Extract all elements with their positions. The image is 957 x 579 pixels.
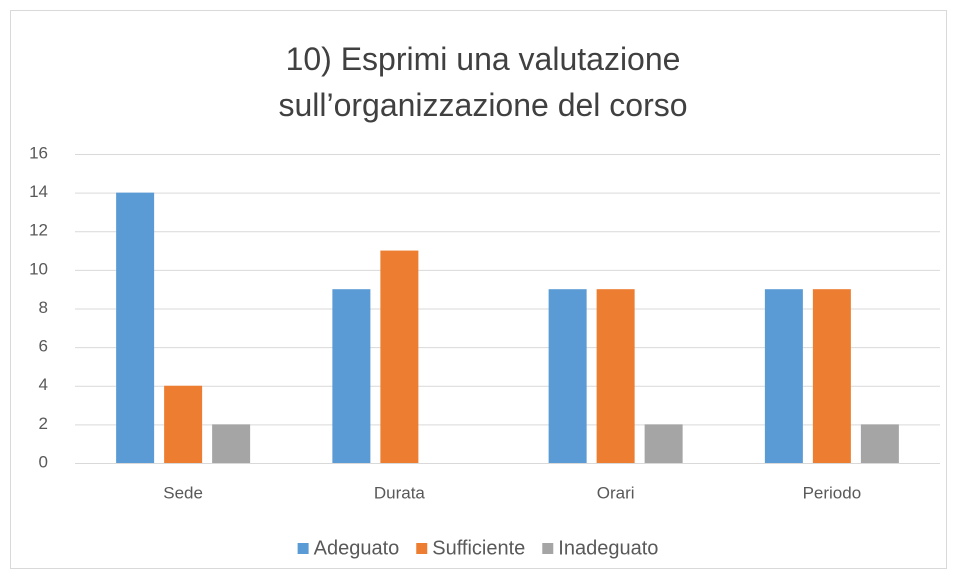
y-tick-label: 0 [39, 452, 48, 471]
y-tick-label: 16 [29, 143, 48, 162]
y-tick-label: 12 [29, 221, 48, 240]
bar [116, 192, 155, 463]
bar [764, 289, 803, 463]
bar [380, 250, 419, 463]
bar [596, 289, 635, 463]
legend-label: Sufficiente [432, 537, 525, 559]
legend-swatch [542, 543, 554, 554]
y-tick-label: 14 [29, 182, 48, 201]
bar [812, 289, 851, 463]
x-tick-label: Periodo [803, 483, 862, 502]
x-tick-label: Durata [374, 483, 426, 502]
chart-title: 10) Esprimi una valutazione sull’organiz… [278, 41, 688, 123]
bar [860, 424, 899, 463]
bar [212, 424, 251, 463]
y-tick-label: 2 [39, 414, 48, 433]
legend-swatch [416, 543, 428, 554]
x-tick-label: Sede [163, 483, 203, 502]
legend-label: Inadeguato [558, 537, 658, 559]
y-tick-label: 6 [39, 337, 48, 356]
legend-label: Adeguato [314, 537, 400, 559]
bar [548, 289, 587, 463]
bar [644, 424, 683, 463]
bar [332, 289, 371, 463]
legend-swatch [297, 543, 309, 554]
y-tick-label: 8 [39, 298, 48, 317]
y-tick-label: 4 [39, 375, 48, 394]
x-tick-label: Orari [597, 483, 635, 502]
bar [164, 385, 203, 463]
y-tick-label: 10 [29, 259, 48, 278]
